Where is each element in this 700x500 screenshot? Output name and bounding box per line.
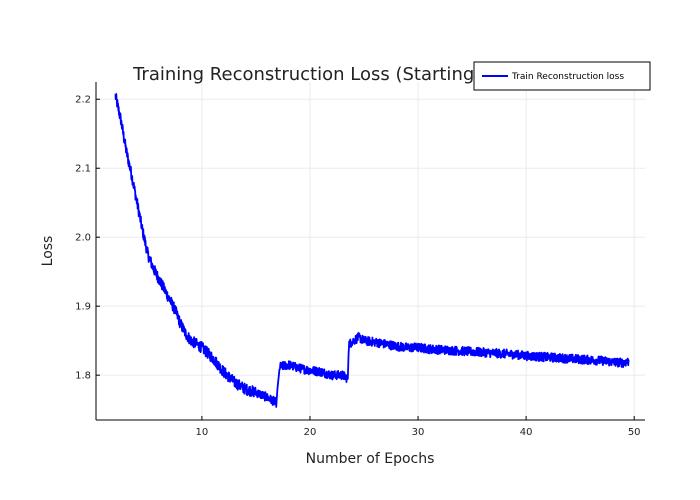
y-tick-label: 2.2 (75, 95, 91, 106)
y-tick-label: 1.9 (75, 302, 91, 313)
axes (95, 82, 645, 421)
x-tick-label: 50 (628, 427, 641, 438)
y-tick-label: 2.0 (75, 233, 91, 244)
x-tick-label: 30 (412, 427, 425, 438)
legend: Train Reconstruction loss (473, 61, 651, 91)
grid-lines (96, 82, 645, 420)
x-tick-label: 40 (520, 427, 533, 438)
series-layer (114, 93, 630, 408)
y-tick-label: 2.1 (75, 164, 91, 175)
y-tick-label: 1.8 (75, 371, 91, 382)
x-tick-label: 20 (304, 427, 317, 438)
x-tick-label: 10 (196, 427, 209, 438)
x-axis-title: Number of Epochs (306, 451, 435, 467)
axis-ticks: 10 20 30 40 50 1.8 1.9 2.0 2.1 2.2 (75, 95, 640, 438)
legend-label: Train Reconstruction loss (511, 72, 624, 82)
y-axis-title: Loss (40, 236, 56, 267)
series-line (114, 93, 630, 408)
